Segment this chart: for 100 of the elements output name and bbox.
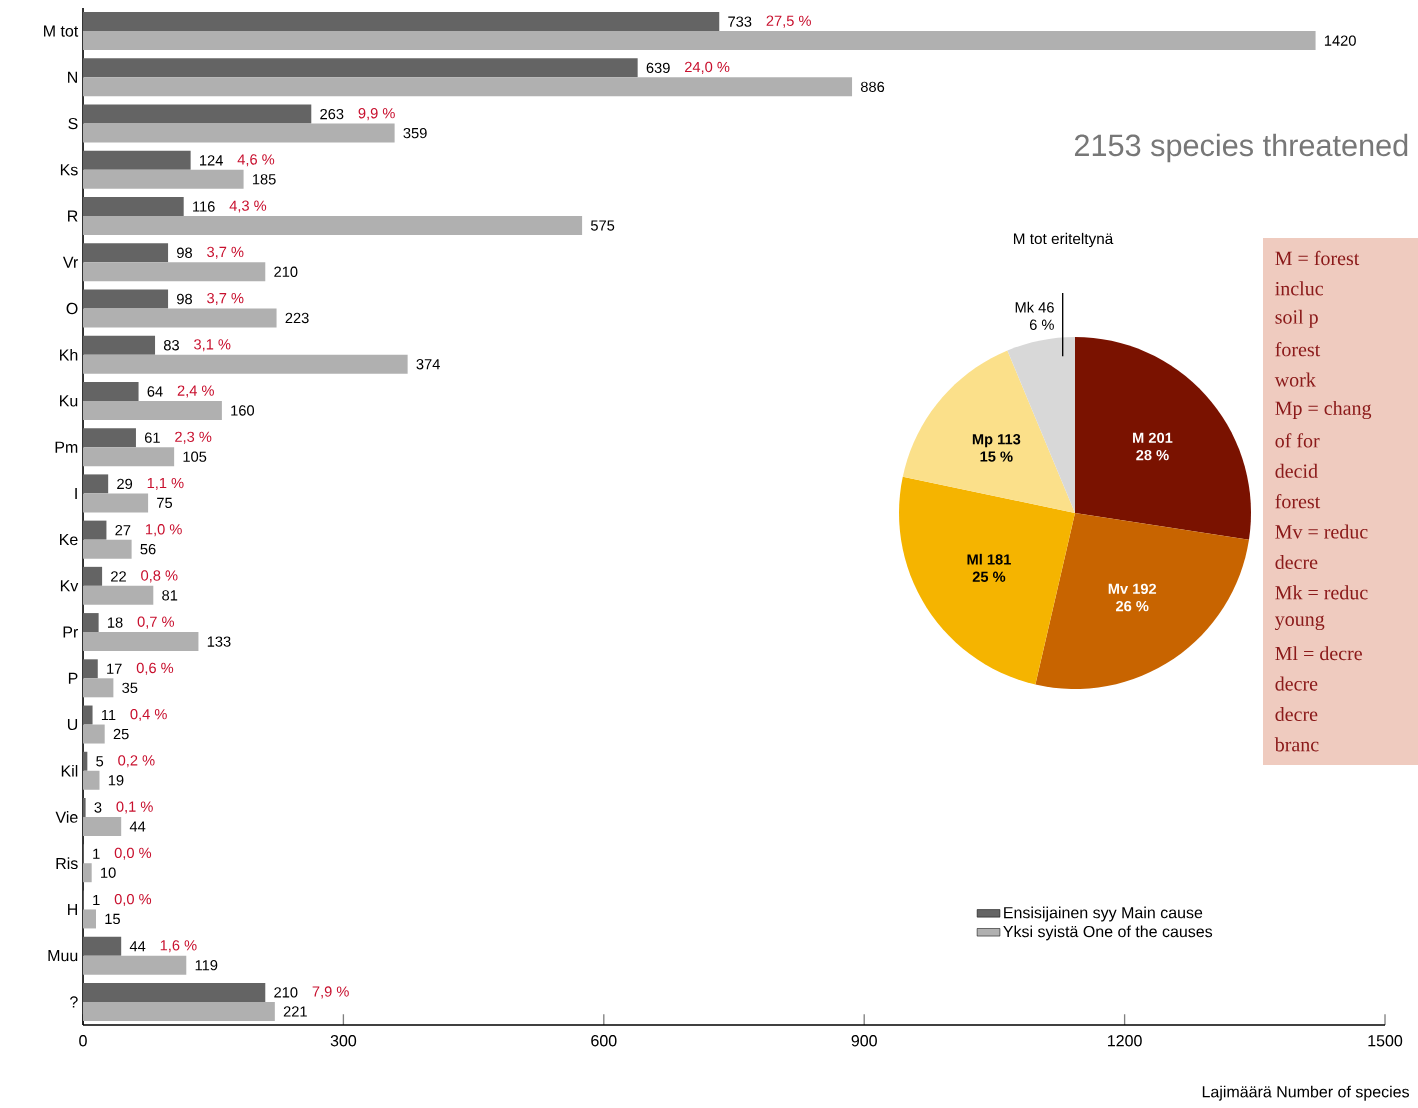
annotation: 15 % bbox=[980, 451, 1013, 462]
bar bbox=[83, 354, 408, 374]
bar bbox=[83, 123, 395, 143]
data-label: 1420 bbox=[1324, 35, 1356, 46]
bar bbox=[83, 770, 100, 790]
annotation: 0,8 % bbox=[141, 570, 178, 583]
bar bbox=[83, 197, 184, 217]
annotation: forest bbox=[1275, 494, 1321, 509]
data-label: 733 bbox=[728, 16, 752, 27]
y-tick-label: I bbox=[75, 487, 77, 499]
bar bbox=[83, 936, 122, 956]
data-label: 210 bbox=[274, 266, 298, 277]
data-label: 35 bbox=[122, 682, 138, 693]
bar bbox=[83, 816, 122, 836]
annotation: 0,1 % bbox=[116, 801, 153, 814]
annotation: 7,9 % bbox=[312, 986, 349, 999]
data-label: 46 bbox=[1038, 302, 1054, 313]
annotation: forest bbox=[1275, 342, 1321, 357]
y-tick-label: U bbox=[67, 718, 78, 731]
y-tick-label: N bbox=[68, 71, 77, 83]
annotation: 28 % bbox=[1136, 449, 1169, 461]
bar bbox=[83, 31, 1316, 51]
annotation: 1,6 % bbox=[160, 940, 197, 953]
annotation: 27,5 % bbox=[766, 15, 811, 28]
data-label: 11 bbox=[101, 710, 116, 721]
bar bbox=[83, 216, 583, 236]
x-tick-label: 600 bbox=[591, 1035, 617, 1047]
annotation: Ml = decre bbox=[1275, 646, 1362, 661]
data-label: 22 bbox=[111, 571, 126, 582]
data-label: 1 bbox=[93, 894, 100, 905]
chart-title: M tot eriteltynä bbox=[1013, 232, 1114, 248]
data-label: 359 bbox=[403, 127, 427, 139]
bar bbox=[83, 520, 107, 540]
y-tick-label: Pr bbox=[63, 626, 79, 638]
y-tick-label: Vie bbox=[55, 811, 78, 823]
annotation: 25 % bbox=[972, 571, 1006, 582]
y-tick-label: P bbox=[68, 672, 78, 684]
bar bbox=[83, 77, 853, 97]
annotation: 26 % bbox=[1116, 600, 1149, 612]
data-label: 1 bbox=[93, 848, 100, 859]
bar bbox=[83, 982, 266, 1002]
data-label: 27 bbox=[115, 525, 131, 536]
data-label: 10 bbox=[101, 867, 116, 878]
data-label: 75 bbox=[157, 497, 173, 509]
annotation: 1,0 % bbox=[145, 524, 182, 537]
bar bbox=[83, 447, 175, 467]
annotation: branc bbox=[1274, 737, 1319, 752]
bar bbox=[83, 566, 103, 586]
data-label: 25 bbox=[113, 728, 129, 740]
bar bbox=[83, 400, 222, 420]
y-tick-label: Kh bbox=[60, 348, 78, 361]
annotation: 4,3 % bbox=[229, 200, 267, 213]
annotation: 2,4 % bbox=[177, 385, 214, 398]
annotation: 0,0 % bbox=[114, 893, 152, 907]
bar bbox=[83, 863, 92, 883]
data-label: 160 bbox=[231, 405, 255, 416]
y-tick-label: Vr bbox=[62, 256, 79, 268]
annotation: 4,6 % bbox=[237, 154, 275, 167]
data-label: 83 bbox=[163, 340, 179, 351]
bar bbox=[83, 678, 114, 698]
annotation: 3,7 % bbox=[207, 292, 244, 306]
y-tick-label: Kv bbox=[60, 580, 79, 592]
annotation: decre bbox=[1275, 554, 1318, 570]
annotation: Mp = chang bbox=[1275, 400, 1372, 420]
bar bbox=[83, 58, 638, 78]
bar bbox=[83, 12, 720, 32]
slice-label: Mv bbox=[1108, 583, 1129, 594]
data-label: 64 bbox=[147, 386, 163, 397]
y-tick-label: R bbox=[68, 210, 78, 222]
bar bbox=[83, 474, 109, 494]
data-label: 113 bbox=[998, 434, 1021, 445]
annotation: 0,7 % bbox=[137, 616, 175, 629]
data-label: 192 bbox=[1133, 583, 1157, 594]
bar bbox=[83, 493, 149, 513]
data-label: 3 bbox=[94, 802, 102, 813]
slice-label: Mp bbox=[972, 434, 993, 448]
annotation: Mk = reduc bbox=[1275, 585, 1368, 600]
bar bbox=[83, 289, 169, 309]
y-tick-label: Kil bbox=[61, 764, 78, 777]
data-label: 639 bbox=[646, 62, 670, 74]
annotation: decre bbox=[1275, 676, 1318, 691]
legend-label: Yksi syistä One of the causes bbox=[1003, 925, 1213, 941]
bar bbox=[83, 243, 169, 263]
annotation: Mv = reduc bbox=[1275, 524, 1368, 539]
x-axis-title: Lajimäärä Number of species bbox=[1202, 1085, 1410, 1101]
annotation: 9,9 % bbox=[358, 108, 395, 121]
data-label: 223 bbox=[285, 312, 309, 324]
y-tick-label: O bbox=[66, 302, 78, 315]
y-tick-label: Muu bbox=[48, 950, 78, 962]
x-tick-label: 300 bbox=[330, 1035, 357, 1047]
y-tick-label: Ke bbox=[60, 534, 78, 546]
bar bbox=[83, 724, 105, 744]
bar bbox=[83, 150, 191, 170]
annotation: 1,1 % bbox=[147, 477, 184, 490]
bar bbox=[83, 955, 187, 975]
bar bbox=[83, 613, 99, 633]
data-label: 15 bbox=[105, 913, 120, 925]
slice-label: M bbox=[1133, 432, 1144, 443]
data-label: 221 bbox=[283, 1006, 307, 1017]
y-tick-label: H bbox=[68, 903, 77, 915]
